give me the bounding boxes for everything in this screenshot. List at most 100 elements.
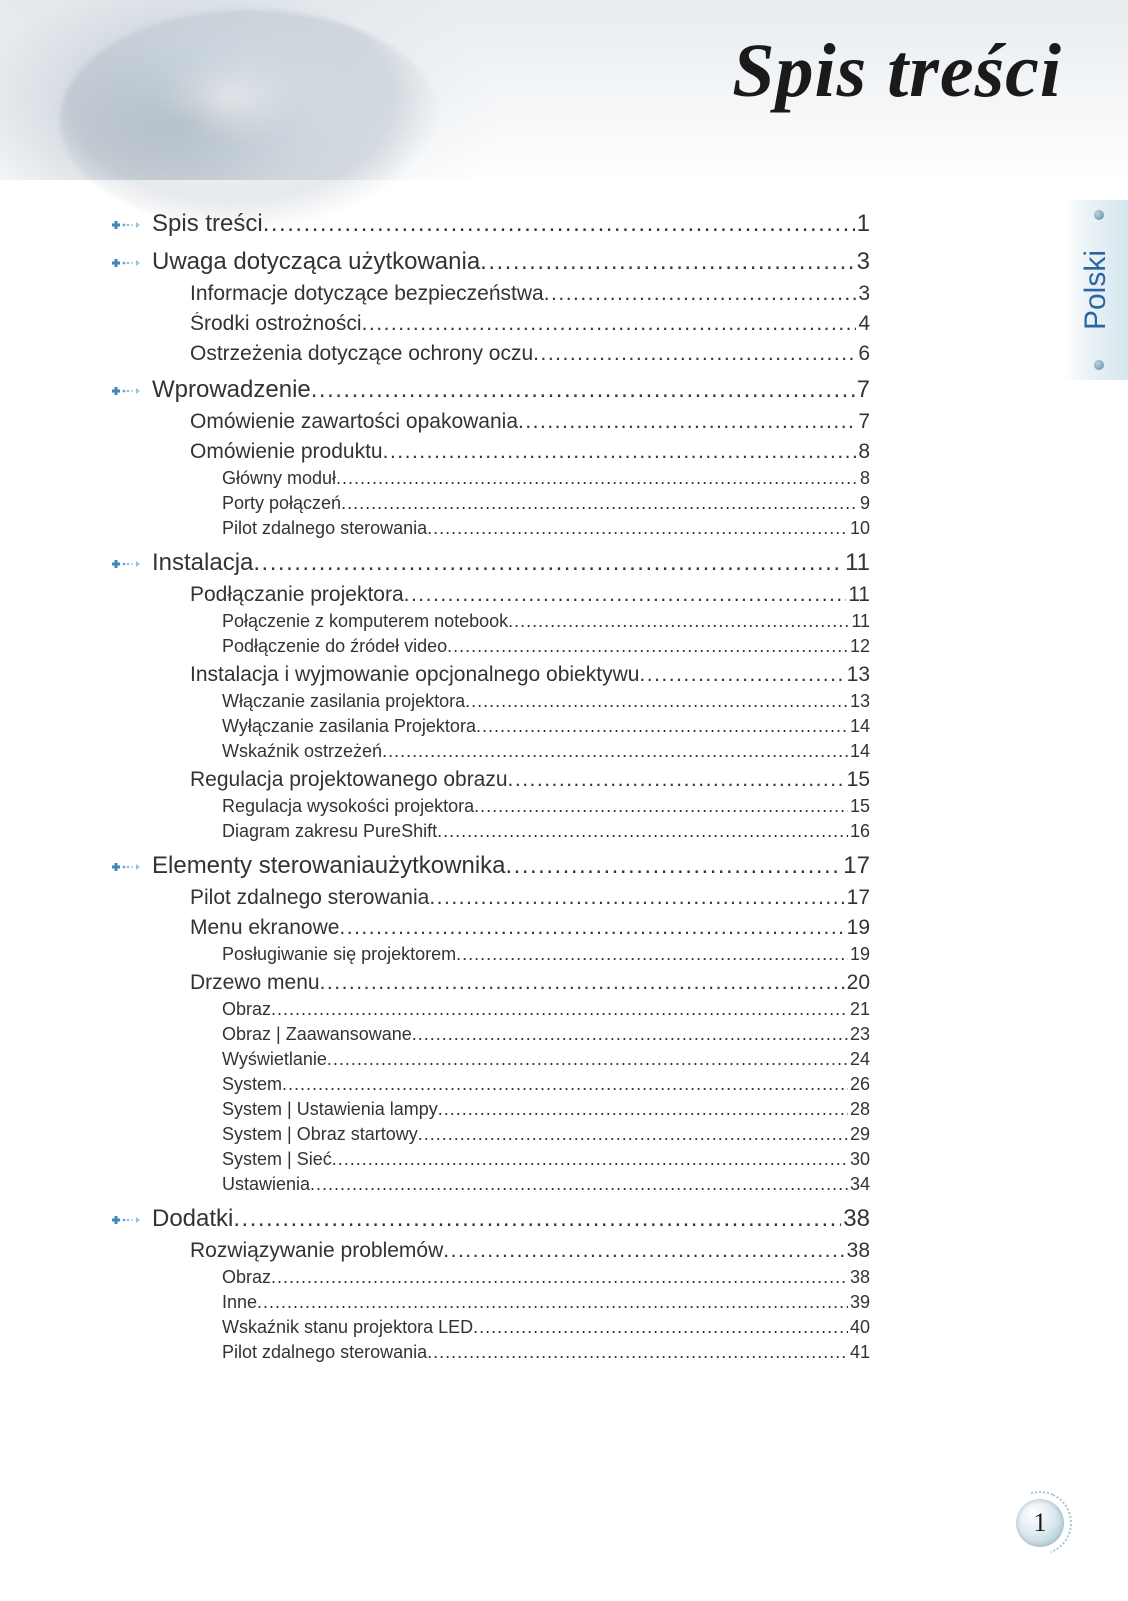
toc-page: 24 [848, 1049, 870, 1070]
toc-label: Menu ekranowe [190, 916, 339, 940]
toc-label: Ostrzeżenia dotyczące ochrony oczu [190, 342, 533, 366]
section-bullet-icon [110, 1209, 146, 1229]
section-bullet-icon [110, 252, 146, 272]
toc-leader: ........................................… [253, 549, 843, 577]
toc-leader: ........................................… [412, 1024, 848, 1045]
toc-row: Wprowadzenie............................… [110, 376, 870, 404]
toc-row: Drzewo menu.............................… [190, 971, 870, 995]
toc-row: Środki ostrożności......................… [190, 312, 870, 336]
toc-row: Obraz | Zaawansowane....................… [222, 1024, 870, 1045]
toc-row: System | Sieć...........................… [222, 1149, 870, 1170]
toc-row: Ustawienia..............................… [222, 1174, 870, 1195]
toc-row: Regulacja wysokości projektora..........… [222, 796, 870, 817]
toc-leader: ........................................… [336, 468, 858, 489]
toc-leader: ........................................… [544, 282, 857, 306]
toc-page: 3 [855, 248, 870, 276]
section-bullet-icon [110, 856, 146, 876]
toc-leader: ........................................… [506, 852, 842, 880]
toc-page: 30 [848, 1149, 870, 1170]
toc-label: Inne [222, 1292, 257, 1313]
toc-row: Główny moduł............................… [222, 468, 870, 489]
toc-leader: ........................................… [383, 440, 857, 464]
toc-leader: ........................................… [362, 312, 857, 336]
toc-label: Wyłączanie zasilania Projektora [222, 716, 476, 737]
toc-page: 6 [856, 342, 870, 366]
toc-page: 11 [843, 549, 870, 577]
toc-page: 7 [856, 410, 870, 434]
toc-leader: ........................................… [429, 886, 844, 910]
toc-label: Rozwiązywanie problemów [190, 1239, 443, 1263]
toc-label: Uwaga dotycząca użytkowania [110, 248, 480, 276]
toc-label: Podłączanie projektora [190, 583, 404, 607]
toc-row: Instalacja..............................… [110, 549, 870, 577]
toc-page: 28 [848, 1099, 870, 1120]
toc-label: Diagram zakresu PureShift [222, 821, 437, 842]
toc-row: Wyświetlanie............................… [222, 1049, 870, 1070]
toc-label: Posługiwanie się projektorem [222, 944, 456, 965]
language-tab-label: Polski [1079, 250, 1113, 330]
toc-label: Ustawienia [222, 1174, 310, 1195]
toc-leader: ........................................… [310, 1174, 848, 1195]
toc-label: Omówienie produktu [190, 440, 383, 464]
toc-page: 1 [855, 210, 870, 238]
toc-page: 17 [841, 852, 870, 880]
toc-leader: ........................................… [447, 636, 848, 657]
toc-leader: ........................................… [438, 1099, 848, 1120]
toc-label: Wskaźnik stanu projektora LED [222, 1317, 473, 1338]
toc-row: Włączanie zasilania projektora..........… [222, 691, 870, 712]
section-bullet-icon [110, 380, 146, 400]
toc-leader: ........................................… [382, 741, 848, 762]
toc-row: Obraz...................................… [222, 999, 870, 1020]
toc-page: 12 [848, 636, 870, 657]
toc-label: Porty połączeń [222, 493, 341, 514]
toc-page: 7 [855, 376, 870, 404]
toc-label: Pilot zdalnego sterowania [222, 1342, 427, 1363]
toc-page: 38 [845, 1239, 870, 1263]
toc-row: Regulacja projektowanego obrazu.........… [190, 768, 870, 792]
toc-page: 19 [848, 944, 870, 965]
toc-row: Wskaźnik stanu projektora LED...........… [222, 1317, 870, 1338]
toc-page: 14 [848, 741, 870, 762]
toc-label: Obraz [222, 1267, 271, 1288]
toc-page: 15 [845, 768, 870, 792]
toc-row: Pilot zdalnego sterowania...............… [190, 886, 870, 910]
toc-page: 11 [846, 583, 870, 607]
toc-leader: ........................................… [233, 1205, 841, 1233]
toc-page: 3 [856, 282, 870, 306]
toc-row: Podłączenie do źródeł video.............… [222, 636, 870, 657]
toc-page: 11 [849, 611, 870, 632]
toc-leader: ........................................… [473, 1317, 848, 1338]
toc-row: Ostrzeżenia dotyczące ochrony oczu......… [190, 342, 870, 366]
toc-page: 16 [848, 821, 870, 842]
toc-row: Inne....................................… [222, 1292, 870, 1313]
toc-page: 34 [848, 1174, 870, 1195]
toc-page: 40 [848, 1317, 870, 1338]
toc-page: 21 [848, 999, 870, 1020]
toc-leader: ........................................… [341, 493, 858, 514]
tab-dot-icon [1094, 360, 1104, 370]
toc-page: 8 [858, 468, 870, 489]
toc-label: Drzewo menu [190, 971, 320, 995]
toc-leader: ........................................… [437, 821, 848, 842]
toc-row: Omówienie produktu......................… [190, 440, 870, 464]
toc-leader: ........................................… [320, 971, 845, 995]
toc-page: 4 [856, 312, 870, 336]
toc-row: Pilot zdalnego sterowania...............… [222, 1342, 870, 1363]
toc-leader: ........................................… [282, 1074, 848, 1095]
toc-row: Elementy sterowaniaużytkownika..........… [110, 852, 870, 880]
toc-label: Środki ostrożności [190, 312, 362, 336]
table-of-contents: Spis treści.............................… [110, 200, 870, 1363]
toc-leader: ........................................… [257, 1292, 848, 1313]
toc-leader: ........................................… [427, 1342, 848, 1363]
toc-row: Wyłączanie zasilania Projektora.........… [222, 716, 870, 737]
toc-row: Informacje dotyczące bezpieczeństwa.....… [190, 282, 870, 306]
toc-label: System | Obraz startowy [222, 1124, 418, 1145]
toc-label: Instalacja i wyjmowanie opcjonalnego obi… [190, 663, 639, 687]
toc-label: Omówienie zawartości opakowania [190, 410, 518, 434]
toc-row: Menu ekranowe...........................… [190, 916, 870, 940]
toc-label: Obraz [222, 999, 271, 1020]
toc-leader: ........................................… [404, 583, 847, 607]
toc-page: 14 [848, 716, 870, 737]
toc-label: System [222, 1074, 282, 1095]
toc-leader: ........................................… [476, 716, 848, 737]
